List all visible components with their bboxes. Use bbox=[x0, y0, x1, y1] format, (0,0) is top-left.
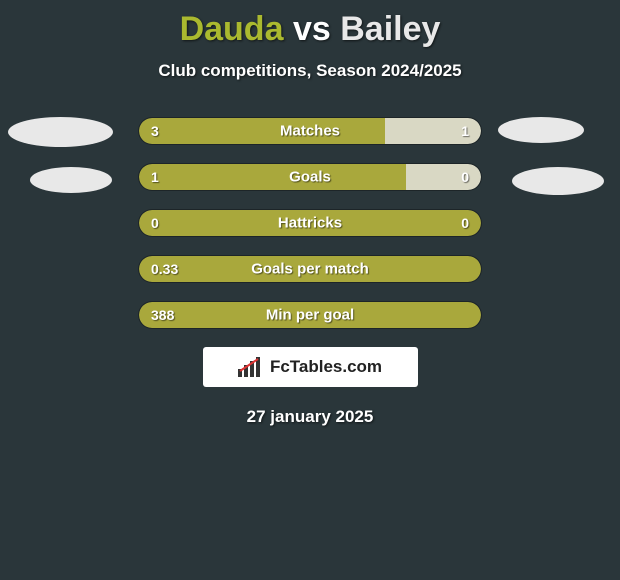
stat-value-player1: 1 bbox=[151, 169, 159, 185]
comparison-title: Dauda vs Bailey bbox=[0, 0, 620, 49]
logo-text: FcTables.com bbox=[270, 357, 382, 377]
chart-bars-icon bbox=[238, 357, 264, 377]
stat-row: 0.33Goals per match bbox=[138, 255, 482, 283]
stat-value-player1: 3 bbox=[151, 123, 159, 139]
player2-name: Bailey bbox=[340, 10, 440, 48]
player-photo-placeholder bbox=[8, 117, 113, 147]
stat-row: 10Goals bbox=[138, 163, 482, 191]
vs-word: vs bbox=[293, 10, 331, 48]
bar-player1 bbox=[139, 164, 406, 190]
stat-row: 31Matches bbox=[138, 117, 482, 145]
bar-player2 bbox=[406, 164, 481, 190]
bar-player1 bbox=[139, 210, 481, 236]
player-photo-placeholder bbox=[512, 167, 604, 195]
stat-value-player2: 0 bbox=[461, 215, 469, 231]
stat-row: 00Hattricks bbox=[138, 209, 482, 237]
stat-value-player1: 388 bbox=[151, 307, 174, 323]
player-photo-placeholder bbox=[30, 167, 112, 193]
subtitle: Club competitions, Season 2024/2025 bbox=[0, 61, 620, 81]
player-photo-placeholder bbox=[498, 117, 584, 143]
stat-row: 388Min per goal bbox=[138, 301, 482, 329]
chart-area: 31Matches10Goals00Hattricks0.33Goals per… bbox=[0, 117, 620, 329]
stat-value-player2: 1 bbox=[461, 123, 469, 139]
stat-value-player1: 0 bbox=[151, 215, 159, 231]
date-line: 27 january 2025 bbox=[0, 407, 620, 427]
bar-player1 bbox=[139, 302, 481, 328]
stat-value-player2: 0 bbox=[461, 169, 469, 185]
bar-player1 bbox=[139, 256, 481, 282]
logo-badge: FcTables.com bbox=[203, 347, 418, 387]
player1-name: Dauda bbox=[180, 10, 284, 48]
stat-value-player1: 0.33 bbox=[151, 261, 178, 277]
bar-player1 bbox=[139, 118, 385, 144]
